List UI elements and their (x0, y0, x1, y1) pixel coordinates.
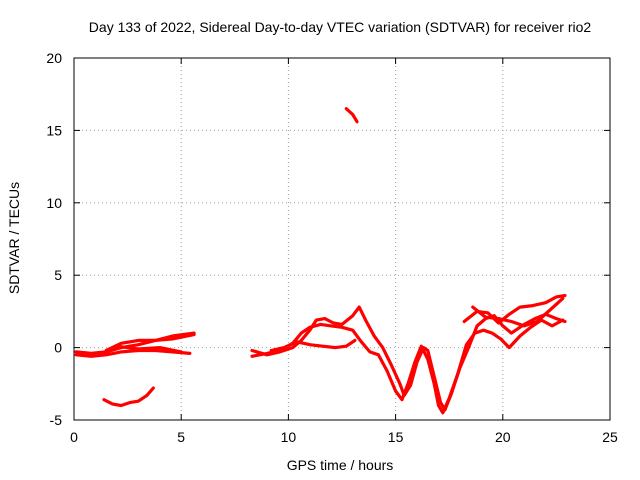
series-seg-g (250, 305, 567, 412)
y-tick-label: 20 (46, 50, 62, 66)
x-tick-label: 25 (602, 429, 618, 445)
axis-ticks (73, 57, 611, 421)
y-axis-label: SDTVAR / TECUs (6, 182, 22, 294)
plot-series (74, 107, 567, 415)
chart-title: Day 133 of 2022, Sidereal Day-to-day VTE… (89, 19, 592, 35)
series-seg-k (471, 296, 565, 328)
series-seg-f (344, 107, 359, 124)
series-seg-a (74, 348, 192, 358)
grid-lines (74, 58, 610, 420)
x-tick-label: 5 (177, 429, 185, 445)
x-tick-label: 20 (495, 429, 511, 445)
plot-frame (73, 57, 611, 421)
series-seg-d (115, 344, 183, 354)
y-tick-label: 15 (46, 122, 62, 138)
x-tick-label: 15 (388, 429, 404, 445)
x-tick-label: 0 (70, 429, 78, 445)
y-tick-label: 10 (46, 195, 62, 211)
x-axis-label: GPS time / hours (287, 457, 394, 473)
y-tick-label: 0 (54, 340, 62, 356)
y-tick-labels: -5 0 5 10 15 20 (46, 50, 62, 428)
series-seg-c (104, 333, 196, 353)
x-tick-labels: 0 5 10 15 20 25 (70, 429, 618, 445)
series-seg-i (269, 338, 357, 353)
x-tick-label: 10 (281, 429, 297, 445)
series-seg-j (462, 293, 567, 325)
series-seg-e (102, 386, 155, 408)
y-tick-label: 5 (54, 267, 62, 283)
series-seg-h (250, 318, 565, 415)
series-seg-b (74, 331, 196, 355)
y-tick-label: -5 (50, 412, 63, 428)
